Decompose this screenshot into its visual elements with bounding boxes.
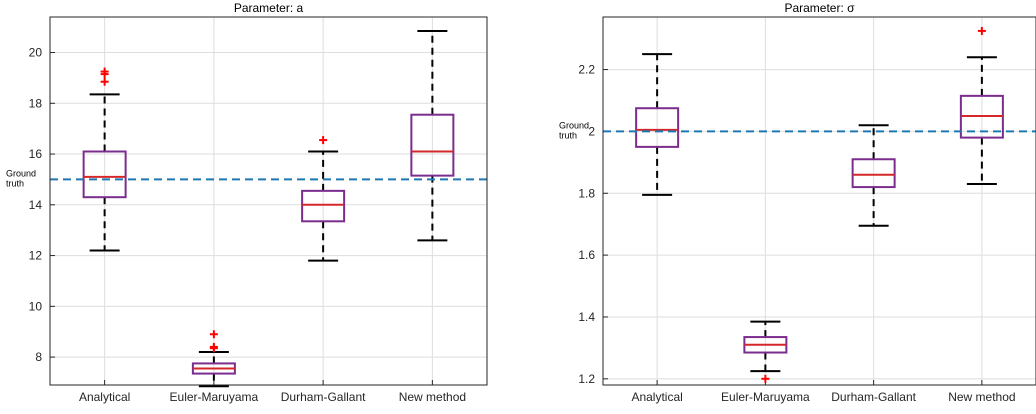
box-durham-gallant: [851, 124, 896, 227]
outlier-marker: [977, 26, 986, 35]
y-tick-label: 2: [588, 124, 595, 138]
iqr-box: [301, 189, 346, 223]
y-tick-label: 10: [29, 299, 43, 313]
outlier-marker: [100, 67, 109, 76]
outlier-marker: [209, 342, 218, 351]
box-durham-gallant: [301, 136, 346, 262]
outlier-marker: [100, 77, 109, 86]
x-tick-label: Euler-Maruyama: [721, 390, 810, 404]
x-tick-label: Analytical: [79, 390, 130, 404]
y-tick-label: 1.6: [578, 248, 595, 262]
y-tick-label: 8: [35, 350, 42, 364]
outlier-marker: [761, 374, 770, 383]
ground-truth-label-sigma-line1: Ground: [559, 120, 589, 130]
ground-truth-label-a-line2: truth: [6, 178, 24, 188]
axes-frame: [602, 16, 1036, 386]
iqr-box: [635, 107, 680, 148]
axes-frame: [49, 16, 488, 386]
chart-title-sigma: Parameter: σ: [784, 1, 855, 15]
plot-area: [603, 17, 1036, 385]
ground-truth-label-a-line1: Ground: [6, 168, 36, 178]
y-tick-label: 20: [29, 46, 43, 60]
outlier-marker: [209, 330, 218, 339]
y-tick-label: 1.2: [578, 372, 595, 386]
plot-area: [50, 17, 487, 385]
outlier-marker: [319, 136, 328, 145]
x-tick-label: New method: [948, 390, 1015, 404]
box-new-method: [410, 29, 455, 242]
x-tick-label: Durham-Gallant: [831, 390, 916, 404]
y-tick-label: 12: [29, 249, 43, 263]
box-analytical: [82, 67, 127, 252]
iqr-box: [410, 113, 455, 177]
box-analytical: [635, 53, 680, 196]
x-tick-label: New method: [399, 390, 466, 404]
x-tick-label: Durham-Gallant: [281, 390, 366, 404]
chart-title-a: Parameter: a: [234, 1, 304, 15]
ground-truth-label-sigma-line2: truth: [559, 130, 577, 140]
iqr-box: [82, 150, 127, 199]
box-new-method: [959, 26, 1004, 185]
y-tick-label: 14: [29, 198, 43, 212]
box-euler-maruyama: [191, 330, 236, 388]
x-tick-label: Euler-Maruyama: [170, 390, 259, 404]
chart-panel-sigma: 1.2 1.4 1.6 1.8 2 2.2 Analytical Euler-Maruyama…: [559, 1, 1036, 404]
iqr-box: [851, 158, 896, 189]
y-tick-label: 1.8: [578, 186, 595, 200]
box-euler-maruyama: [743, 320, 788, 383]
y-tick-label: 16: [29, 147, 43, 161]
y-tick-label: 2.2: [578, 63, 595, 77]
y-tick-label: 18: [29, 96, 43, 110]
x-tick-label: Analytical: [631, 390, 682, 404]
y-tick-label: 1.4: [578, 310, 595, 324]
chart-panel-a: 8 10 12 14 16 18 20 Analytical Euler-Maruyama Dur…: [6, 1, 488, 404]
